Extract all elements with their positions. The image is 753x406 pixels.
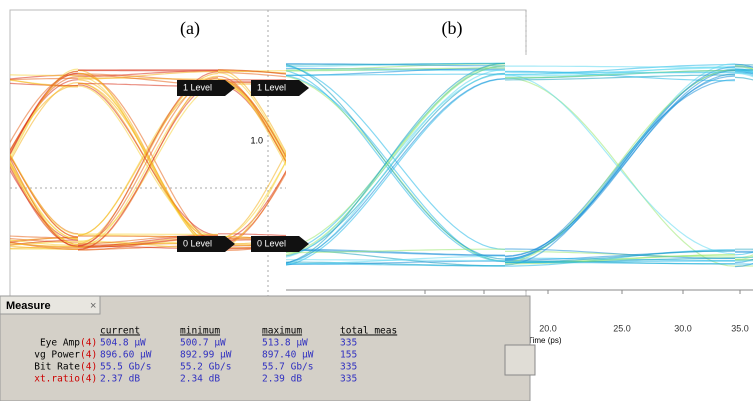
cell: 155: [340, 350, 357, 361]
level-marker-label: 0 Level: [183, 238, 212, 248]
cell: 55.2 Gb/s: [180, 362, 231, 373]
cell: 500.7 µW: [180, 338, 226, 349]
row-channel: (4): [80, 362, 97, 373]
row-name: vg Power: [34, 350, 80, 361]
cell: 335: [340, 362, 357, 373]
x-tick-label: 20.0: [539, 323, 557, 333]
row-name: Bit Rate: [34, 362, 80, 373]
column-header: total meas: [340, 326, 397, 337]
cell: 55.7 Gb/s: [262, 362, 313, 373]
level-marker-label: 1 Level: [257, 82, 286, 92]
level-marker-label: 1 Level: [183, 82, 212, 92]
cell: 513.8 µW: [262, 338, 308, 349]
cell: 896.60 µW: [100, 350, 152, 361]
row-channel: (4): [80, 350, 97, 361]
x-axis-label: Time (ps): [528, 336, 562, 345]
cell: 2.39 dB: [262, 374, 302, 385]
row-name: Eye Amp: [40, 338, 80, 349]
cell: 335: [340, 374, 357, 385]
y-tick-label: 1.0: [250, 135, 263, 145]
x-tick-label: 30.0: [674, 323, 692, 333]
measure-title: Measure: [6, 300, 51, 312]
cell: 2.37 dB: [100, 374, 140, 385]
column-header: minimum: [180, 326, 220, 337]
x-tick-label: 35.0: [731, 323, 749, 333]
row-name: xt.ratio: [34, 374, 80, 385]
cell: 897.40 µW: [262, 350, 314, 361]
column-header: current: [100, 326, 140, 337]
row-channel: (4): [80, 374, 97, 385]
cell: 892.99 µW: [180, 350, 232, 361]
cell: 335: [340, 338, 357, 349]
panel-label: (a): [180, 18, 200, 39]
column-header: maximum: [262, 326, 302, 337]
row-channel: (4): [80, 338, 97, 349]
level-marker-label: 0 Level: [257, 238, 286, 248]
cell: 504.8 µW: [100, 338, 146, 349]
x-tick-label: 25.0: [613, 323, 631, 333]
panel-label: (b): [442, 18, 463, 39]
close-button[interactable]: ×: [90, 300, 96, 312]
side-button[interactable]: [505, 345, 535, 375]
cell: 55.5 Gb/s: [100, 362, 151, 373]
cell: 2.34 dB: [180, 374, 220, 385]
